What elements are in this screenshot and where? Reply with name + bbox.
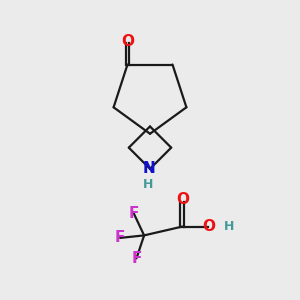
Text: O: O [176, 192, 189, 207]
Text: O: O [202, 219, 215, 234]
Text: H: H [224, 220, 235, 233]
Text: O: O [121, 34, 134, 49]
Text: F: F [131, 251, 142, 266]
Text: H: H [143, 178, 154, 191]
Text: N: N [142, 161, 155, 176]
Text: F: F [129, 206, 139, 221]
Text: F: F [115, 230, 125, 245]
